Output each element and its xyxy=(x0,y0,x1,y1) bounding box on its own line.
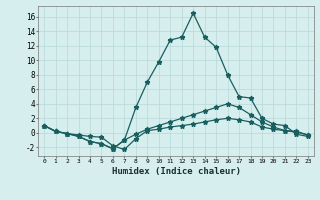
X-axis label: Humidex (Indice chaleur): Humidex (Indice chaleur) xyxy=(111,167,241,176)
